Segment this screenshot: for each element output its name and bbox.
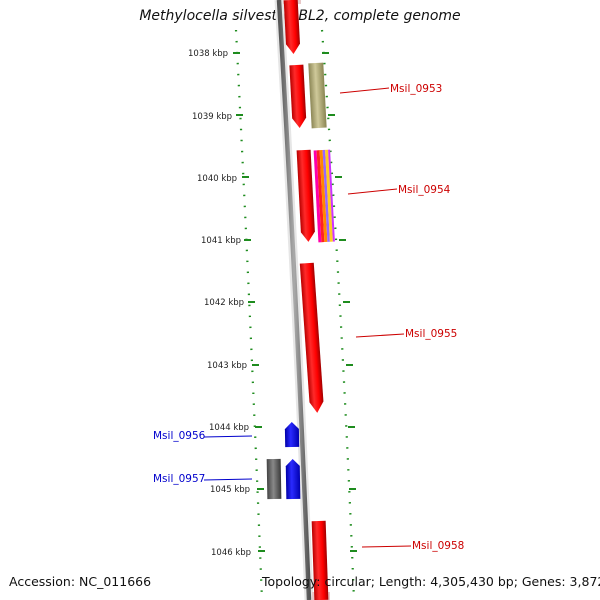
tick-label: 1041 kbp xyxy=(201,236,241,246)
gene-label-msil-0953[interactable]: Msil_0953 xyxy=(390,83,442,95)
tick-label: 1040 kbp xyxy=(197,174,237,184)
tick-label: 1042 kbp xyxy=(204,298,244,308)
major-ticks-right xyxy=(322,52,357,552)
tick-labels: 1038 kbp 1039 kbp 1040 kbp 1041 kbp 1042… xyxy=(188,49,251,558)
leader-msil-0957 xyxy=(203,478,253,481)
gene-partial-top xyxy=(283,0,300,54)
gene-label-msil-0958[interactable]: Msil_0958 xyxy=(412,540,464,552)
leader-msil-0956 xyxy=(203,435,253,438)
gene-label-msil-0954[interactable]: Msil_0954 xyxy=(398,184,451,196)
gene-msil-0956[interactable] xyxy=(284,422,300,448)
tick-label: 1038 kbp xyxy=(188,49,228,59)
genome-backbone xyxy=(276,0,312,600)
gene-msil-0958[interactable] xyxy=(311,520,329,600)
feature-gray xyxy=(266,458,282,500)
tick-label: 1039 kbp xyxy=(192,112,232,122)
ruler-outer-right xyxy=(320,29,356,600)
tick-label: 1045 kbp xyxy=(210,485,250,495)
feature-khaki xyxy=(308,62,327,129)
major-ticks-left xyxy=(233,52,265,552)
gene-label-msil-0956[interactable]: Msil_0956 xyxy=(153,430,206,442)
tick-label: 1046 kbp xyxy=(211,548,251,558)
leader-msil-0954 xyxy=(347,188,398,195)
gene-msil-0957[interactable] xyxy=(285,459,301,500)
genome-summary-text: Topology: circular; Length: 4,305,430 bp… xyxy=(262,574,600,589)
label-leaders xyxy=(203,87,412,548)
gene-msil-0954[interactable] xyxy=(296,149,316,243)
tick-label: 1044 kbp xyxy=(209,423,249,433)
leader-msil-0953 xyxy=(339,87,390,94)
gene-msil-0955[interactable] xyxy=(299,262,324,414)
map-title: Methylocella silvestris BL2, complete ge… xyxy=(139,8,461,24)
gene-label-msil-0957[interactable]: Msil_0957 xyxy=(153,473,205,485)
gene-msil-0953[interactable] xyxy=(289,64,307,129)
leader-msil-0958 xyxy=(361,545,412,548)
feature-multicolor xyxy=(313,149,335,243)
leader-msil-0955 xyxy=(355,333,405,338)
tick-label: 1043 kbp xyxy=(207,361,247,371)
gene-label-msil-0955[interactable]: Msil_0955 xyxy=(405,328,457,340)
accession-text: Accession: NC_011666 xyxy=(9,574,152,589)
